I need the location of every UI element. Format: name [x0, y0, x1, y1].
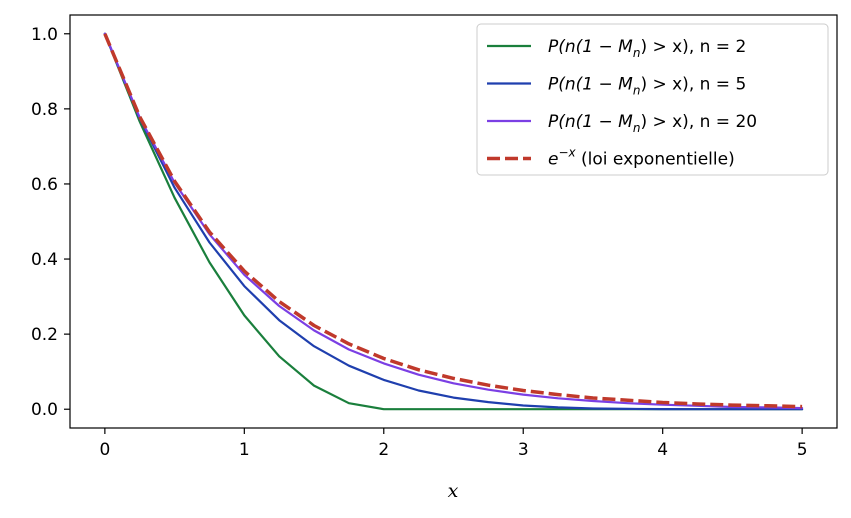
y-tick-label: 0.4 [31, 250, 58, 270]
series-line-2 [103, 32, 804, 411]
legend-label-3: P(n(1 − Mn) > x), n = 20 [548, 112, 757, 135]
series-line-3 [103, 32, 804, 410]
legend-label-superscript: −x [558, 146, 576, 160]
legend-label-part: ) > x), n = 2 [640, 37, 746, 57]
x-tick-label: 0 [99, 440, 110, 460]
legend-label-2: P(n(1 − Mn) > x), n = 5 [548, 75, 746, 98]
legend-label-part: ) > x), n = 5 [640, 75, 746, 95]
y-tick-label: 0.0 [31, 400, 58, 420]
x-tick-label: 4 [657, 440, 668, 460]
y-tick-label: 0.2 [31, 325, 58, 345]
legend-label-part: ) > x), n = 20 [640, 112, 757, 132]
legend-label-subscript: n [633, 46, 641, 60]
x-tick-label: 5 [797, 440, 808, 460]
y-tick-label: 1.0 [31, 25, 58, 45]
y-tick-label: 0.8 [31, 100, 58, 120]
legend-label-subscript: n [633, 84, 641, 98]
series-layer [103, 32, 804, 411]
x-tick-label: 3 [518, 440, 529, 460]
x-axis: 0 1 2 3 4 5 [99, 428, 808, 460]
legend-label-part: P(n(1 − M [548, 75, 633, 95]
x-tick-label: 2 [378, 440, 389, 460]
series-line-4 [103, 33, 803, 409]
legend: P(n(1 − Mn) > x), n = 2P(n(1 − Mn) > x),… [476, 23, 829, 176]
y-axis: 0.0 0.2 0.4 0.6 0.8 1.0 [31, 25, 70, 420]
legend-box [476, 23, 829, 176]
legend-label-4: e−x (loi exponentielle) [548, 146, 735, 170]
y-tick-label: 0.6 [31, 175, 58, 195]
legend-label-part: (loi exponentielle) [576, 150, 735, 170]
plot-frame [69, 14, 838, 429]
legend-label-1: P(n(1 − Mn) > x), n = 2 [548, 37, 746, 60]
legend-items: P(n(1 − Mn) > x), n = 2P(n(1 − Mn) > x),… [487, 37, 757, 170]
x-tick-label: 1 [239, 440, 250, 460]
legend-label-part: P(n(1 − M [548, 37, 633, 57]
legend-label-subscript: n [633, 121, 641, 135]
x-axis-label: x [448, 480, 459, 502]
legend-label-part: P(n(1 − M [548, 112, 633, 132]
legend-label-part: e [548, 150, 558, 170]
